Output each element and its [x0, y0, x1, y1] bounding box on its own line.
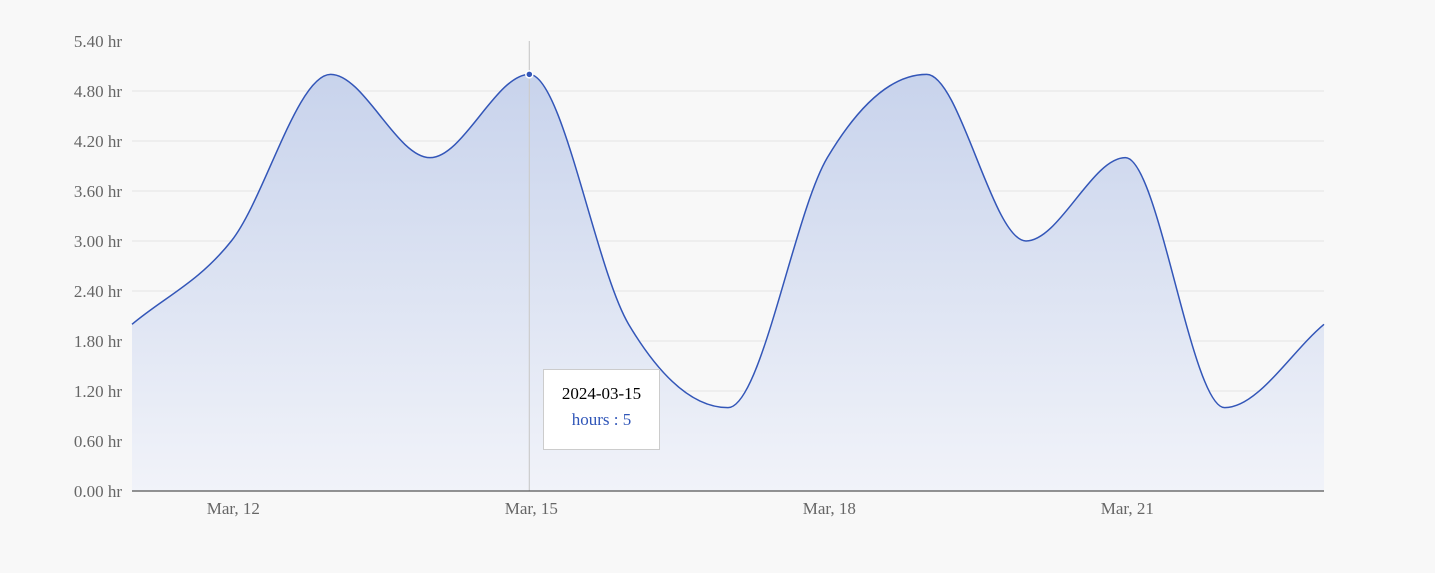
y-tick-label: 0.00 hr [74, 482, 123, 501]
x-tick-label: Mar, 12 [207, 499, 260, 518]
data-points[interactable] [525, 70, 534, 79]
y-tick-label: 1.20 hr [74, 382, 123, 401]
tooltip-separator: : [613, 410, 619, 429]
y-tick-label: 3.60 hr [74, 182, 123, 201]
x-axis-labels: Mar, 12 Mar, 15 Mar, 18 Mar, 21 [207, 499, 1154, 518]
y-tick-label: 2.40 hr [74, 282, 123, 301]
highlighted-point[interactable] [525, 70, 534, 79]
y-tick-label: 4.80 hr [74, 82, 123, 101]
series-line-hours [131, 73, 1325, 409]
x-tick-label: Mar, 21 [1101, 499, 1154, 518]
y-tick-label: 0.60 hr [74, 432, 123, 451]
y-tick-label: 1.80 hr [74, 332, 123, 351]
x-tick-label: Mar, 18 [803, 499, 856, 518]
y-tick-label: 4.20 hr [74, 132, 123, 151]
tooltip-date: 2024-03-15 [561, 384, 642, 403]
tooltip-value-row: hours : 5 [544, 410, 659, 430]
tooltip-value: 5 [622, 410, 632, 429]
x-tick-label: Mar, 15 [505, 499, 558, 518]
tooltip: 2024-03-15 hours : 5 [543, 369, 660, 450]
area-fill [132, 74, 1324, 491]
tooltip-series-label: hours [571, 410, 610, 429]
series-line [131, 73, 1325, 409]
y-tick-label: 5.40 hr [74, 32, 123, 51]
series-area [132, 74, 1324, 491]
y-tick-label: 3.00 hr [74, 232, 123, 251]
y-axis-labels: 0.00 hr 0.60 hr 1.20 hr 1.80 hr 2.40 hr 3.00 … [74, 32, 123, 501]
